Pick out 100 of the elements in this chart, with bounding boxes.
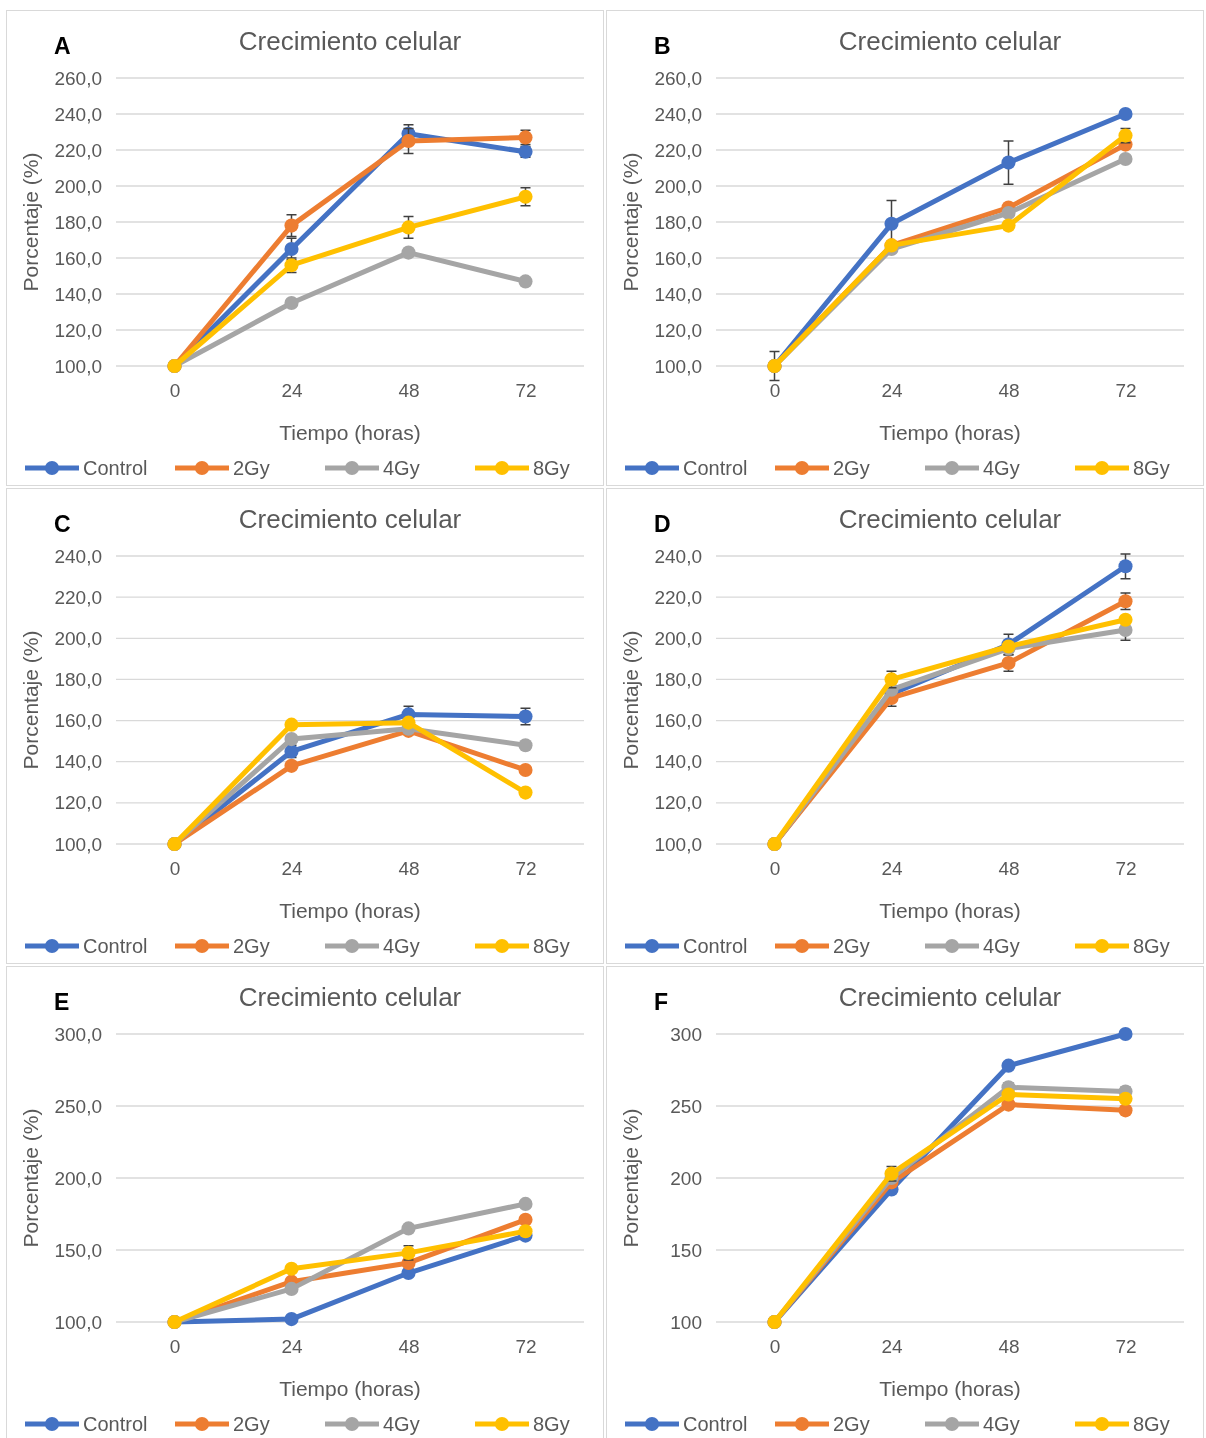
y-tick-label: 100 bbox=[670, 1311, 702, 1333]
y-tick-label: 220,0 bbox=[54, 586, 102, 608]
x-tick-label: 24 bbox=[281, 1336, 303, 1358]
text: D bbox=[654, 511, 671, 537]
y-axis-title: Porcentaje (%) bbox=[619, 152, 642, 292]
y-tick-label: 140,0 bbox=[54, 283, 102, 305]
legend-label: 4Gy bbox=[983, 1413, 1020, 1435]
y-tick-label: 120,0 bbox=[654, 319, 702, 341]
x-tick-label: 72 bbox=[1115, 1336, 1137, 1358]
y-tick-label: 220,0 bbox=[654, 586, 702, 608]
legend-label: 4Gy bbox=[983, 457, 1020, 479]
y-tick-label: 200,0 bbox=[654, 175, 702, 197]
y-tick-label: 250,0 bbox=[54, 1095, 102, 1117]
x-tick-label: 24 bbox=[881, 1336, 903, 1358]
y-tick-label: 180,0 bbox=[654, 211, 702, 233]
legend-label: 2Gy bbox=[833, 457, 870, 479]
legend-label: 2Gy bbox=[233, 935, 270, 957]
y-tick-label: 140,0 bbox=[654, 751, 702, 773]
legend-label: 8Gy bbox=[1133, 457, 1170, 479]
y-tick-label: 240,0 bbox=[54, 545, 102, 567]
x-tick-label: 0 bbox=[769, 1336, 781, 1358]
legend-label: 8Gy bbox=[533, 457, 570, 479]
legend-label: 8Gy bbox=[533, 1413, 570, 1435]
y-tick-label: 160,0 bbox=[54, 710, 102, 732]
legend-label: 8Gy bbox=[1133, 1413, 1170, 1435]
y-tick-label: 240,0 bbox=[654, 545, 702, 567]
x-axis-title: Tiempo (horas) bbox=[879, 421, 1021, 444]
y-tick-label: 100,0 bbox=[54, 1311, 102, 1333]
y-axis-title: Porcentaje (%) bbox=[619, 630, 642, 770]
x-axis-title: Tiempo (horas) bbox=[279, 899, 421, 922]
y-tick-label: 200,0 bbox=[54, 175, 102, 197]
y-tick-label: 100,0 bbox=[54, 833, 102, 855]
legend-label: 2Gy bbox=[233, 1413, 270, 1435]
x-tick-label: 0 bbox=[769, 380, 781, 402]
x-tick-label: 0 bbox=[169, 1336, 181, 1358]
x-tick-label: 72 bbox=[515, 1336, 537, 1358]
x-tick-label: 48 bbox=[998, 858, 1020, 880]
y-tick-label: 240,0 bbox=[54, 103, 102, 125]
y-tick-label: 220,0 bbox=[54, 139, 102, 161]
x-tick-label: 48 bbox=[398, 380, 420, 402]
x-axis-title: Tiempo (horas) bbox=[279, 421, 421, 444]
x-tick-label: 48 bbox=[398, 1336, 420, 1358]
y-tick-label: 300,0 bbox=[54, 1023, 102, 1045]
y-tick-label: 100,0 bbox=[654, 833, 702, 855]
chart-title: Crecimiento celular bbox=[838, 504, 1062, 534]
text: C bbox=[54, 511, 71, 537]
legend-label: 2Gy bbox=[833, 935, 870, 957]
y-axis-title: Porcentaje (%) bbox=[19, 1108, 42, 1248]
y-axis-title: Porcentaje (%) bbox=[619, 1108, 642, 1248]
legend-label: 4Gy bbox=[983, 935, 1020, 957]
chart-title: Crecimiento celular bbox=[238, 26, 462, 56]
legend-label: Control bbox=[83, 457, 148, 479]
text: E bbox=[54, 989, 70, 1015]
legend-label: 4Gy bbox=[383, 935, 420, 957]
y-tick-label: 120,0 bbox=[54, 792, 102, 814]
y-tick-label: 220,0 bbox=[654, 139, 702, 161]
text: B bbox=[654, 33, 671, 59]
y-tick-label: 150 bbox=[670, 1239, 702, 1261]
x-axis-title: Tiempo (horas) bbox=[279, 1377, 421, 1400]
legend-label: 4Gy bbox=[383, 457, 420, 479]
x-tick-label: 24 bbox=[281, 380, 303, 402]
y-tick-label: 160,0 bbox=[654, 710, 702, 732]
y-tick-label: 160,0 bbox=[54, 247, 102, 269]
legend-label: Control bbox=[83, 1413, 148, 1435]
legend-label: Control bbox=[683, 935, 748, 957]
y-tick-label: 160,0 bbox=[654, 247, 702, 269]
y-tick-label: 120,0 bbox=[54, 319, 102, 341]
y-tick-label: 200 bbox=[670, 1167, 702, 1189]
x-tick-label: 48 bbox=[998, 1336, 1020, 1358]
x-tick-label: 0 bbox=[169, 380, 181, 402]
x-tick-label: 72 bbox=[1115, 858, 1137, 880]
y-tick-label: 200,0 bbox=[54, 1167, 102, 1189]
x-tick-label: 24 bbox=[281, 858, 303, 880]
x-tick-label: 24 bbox=[881, 380, 903, 402]
y-tick-label: 200,0 bbox=[54, 627, 102, 649]
x-tick-label: 72 bbox=[1115, 380, 1137, 402]
legend-label: Control bbox=[683, 1413, 748, 1435]
x-tick-label: 48 bbox=[398, 858, 420, 880]
y-tick-label: 240,0 bbox=[654, 103, 702, 125]
y-tick-label: 140,0 bbox=[654, 283, 702, 305]
legend-label: 2Gy bbox=[233, 457, 270, 479]
x-tick-label: 0 bbox=[769, 858, 781, 880]
y-axis-title: Porcentaje (%) bbox=[19, 630, 42, 770]
y-tick-label: 140,0 bbox=[54, 751, 102, 773]
y-tick-label: 100,0 bbox=[654, 355, 702, 377]
legend-label: 8Gy bbox=[1133, 935, 1170, 957]
y-tick-label: 100,0 bbox=[54, 355, 102, 377]
x-tick-label: 72 bbox=[515, 858, 537, 880]
x-tick-label: 48 bbox=[998, 380, 1020, 402]
y-tick-label: 180,0 bbox=[54, 211, 102, 233]
x-axis-title: Tiempo (horas) bbox=[879, 1377, 1021, 1400]
y-tick-label: 260,0 bbox=[54, 67, 102, 89]
legend-label: 8Gy bbox=[533, 935, 570, 957]
y-tick-label: 120,0 bbox=[654, 792, 702, 814]
chart-title: Crecimiento celular bbox=[238, 982, 462, 1012]
y-tick-label: 150,0 bbox=[54, 1239, 102, 1261]
y-tick-label: 250 bbox=[670, 1095, 702, 1117]
legend-label: Control bbox=[683, 457, 748, 479]
x-tick-label: 0 bbox=[169, 858, 181, 880]
y-tick-label: 200,0 bbox=[654, 627, 702, 649]
